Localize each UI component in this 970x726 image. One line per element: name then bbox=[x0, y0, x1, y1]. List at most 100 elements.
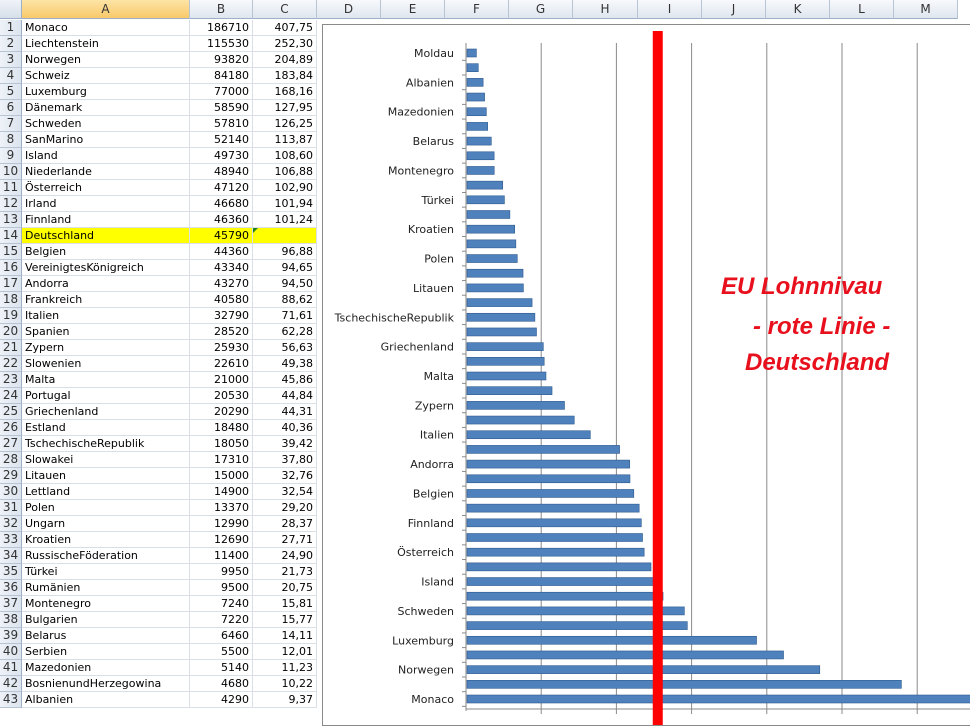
cell-country[interactable]: Liechtenstein bbox=[22, 36, 190, 52]
row-header[interactable]: 31 bbox=[0, 500, 22, 516]
row-header[interactable]: 9 bbox=[0, 148, 22, 164]
cell-value[interactable]: 12690 bbox=[190, 532, 253, 548]
cell-value[interactable]: 18480 bbox=[190, 420, 253, 436]
row-header[interactable]: 13 bbox=[0, 212, 22, 228]
cell-percent[interactable]: 126,25 bbox=[253, 116, 317, 132]
cell-value[interactable]: 48940 bbox=[190, 164, 253, 180]
row-header[interactable]: 32 bbox=[0, 516, 22, 532]
cell-country[interactable]: Belarus bbox=[22, 628, 190, 644]
cell-country[interactable]: Island bbox=[22, 148, 190, 164]
cell-country[interactable]: Slowakei bbox=[22, 452, 190, 468]
cell-percent[interactable]: 106,88 bbox=[253, 164, 317, 180]
row-header[interactable]: 2 bbox=[0, 36, 22, 52]
cell-country[interactable]: Türkei bbox=[22, 564, 190, 580]
cell-value[interactable]: 47120 bbox=[190, 180, 253, 196]
column-header-C[interactable]: C bbox=[253, 0, 317, 19]
cell-percent[interactable]: 94,65 bbox=[253, 260, 317, 276]
cell-country[interactable]: Spanien bbox=[22, 324, 190, 340]
cell-percent[interactable]: 32,54 bbox=[253, 484, 317, 500]
cell-value[interactable]: 18050 bbox=[190, 436, 253, 452]
cell-value[interactable]: 7220 bbox=[190, 612, 253, 628]
cell-country[interactable]: Griechenland bbox=[22, 404, 190, 420]
cell-percent[interactable]: 183,84 bbox=[253, 68, 317, 84]
cell-country[interactable]: BosnienundHerzegowina bbox=[22, 676, 190, 692]
cell-country[interactable]: TschechischeRepublik bbox=[22, 436, 190, 452]
row-header[interactable]: 39 bbox=[0, 628, 22, 644]
cell-percent[interactable]: 27,71 bbox=[253, 532, 317, 548]
row-header[interactable]: 21 bbox=[0, 340, 22, 356]
cell-value[interactable]: 115530 bbox=[190, 36, 253, 52]
cell-value[interactable]: 13370 bbox=[190, 500, 253, 516]
cell-country[interactable]: Serbien bbox=[22, 644, 190, 660]
column-header-G[interactable]: G bbox=[509, 0, 573, 19]
cell-value[interactable]: 14900 bbox=[190, 484, 253, 500]
cell-country[interactable]: Andorra bbox=[22, 276, 190, 292]
cell-percent[interactable]: 14,11 bbox=[253, 628, 317, 644]
cell-value[interactable]: 12990 bbox=[190, 516, 253, 532]
cell-percent[interactable]: 29,20 bbox=[253, 500, 317, 516]
cell-value[interactable]: 17310 bbox=[190, 452, 253, 468]
row-header[interactable]: 38 bbox=[0, 612, 22, 628]
cell-value[interactable]: 21000 bbox=[190, 372, 253, 388]
cell-percent[interactable] bbox=[253, 228, 317, 244]
cell-percent[interactable]: 15,77 bbox=[253, 612, 317, 628]
cell-value[interactable]: 7240 bbox=[190, 596, 253, 612]
column-header-H[interactable]: H bbox=[573, 0, 638, 19]
cell-country[interactable]: Montenegro bbox=[22, 596, 190, 612]
column-header-B[interactable]: B bbox=[190, 0, 253, 19]
cell-value[interactable]: 45790 bbox=[190, 228, 253, 244]
cell-country[interactable]: VereinigtesKönigreich bbox=[22, 260, 190, 276]
cell-percent[interactable]: 28,37 bbox=[253, 516, 317, 532]
cell-value[interactable]: 77000 bbox=[190, 84, 253, 100]
cell-value[interactable]: 57810 bbox=[190, 116, 253, 132]
cell-country[interactable]: Kroatien bbox=[22, 532, 190, 548]
cell-value[interactable]: 52140 bbox=[190, 132, 253, 148]
cell-country[interactable]: Irland bbox=[22, 196, 190, 212]
cell-percent[interactable]: 127,95 bbox=[253, 100, 317, 116]
cell-country[interactable]: Lettland bbox=[22, 484, 190, 500]
cell-percent[interactable]: 21,73 bbox=[253, 564, 317, 580]
cell-percent[interactable]: 113,87 bbox=[253, 132, 317, 148]
select-all-corner[interactable] bbox=[0, 0, 22, 19]
cell-country[interactable]: Belgien bbox=[22, 244, 190, 260]
row-header[interactable]: 8 bbox=[0, 132, 22, 148]
cell-country[interactable]: Bulgarien bbox=[22, 612, 190, 628]
cell-value[interactable]: 20530 bbox=[190, 388, 253, 404]
cell-country[interactable]: Slowenien bbox=[22, 356, 190, 372]
cell-value[interactable]: 15000 bbox=[190, 468, 253, 484]
column-header-I[interactable]: I bbox=[638, 0, 702, 19]
row-header[interactable]: 24 bbox=[0, 388, 22, 404]
cell-value[interactable]: 9950 bbox=[190, 564, 253, 580]
column-header-A[interactable]: A bbox=[22, 0, 190, 19]
row-header[interactable]: 23 bbox=[0, 372, 22, 388]
cell-value[interactable]: 6460 bbox=[190, 628, 253, 644]
cell-value[interactable]: 43340 bbox=[190, 260, 253, 276]
cell-percent[interactable]: 37,80 bbox=[253, 452, 317, 468]
cell-country[interactable]: Estland bbox=[22, 420, 190, 436]
cell-country[interactable]: Monaco bbox=[22, 20, 190, 36]
cell-value[interactable]: 25930 bbox=[190, 340, 253, 356]
cell-percent[interactable]: 108,60 bbox=[253, 148, 317, 164]
row-header[interactable]: 10 bbox=[0, 164, 22, 180]
cell-country[interactable]: Niederlande bbox=[22, 164, 190, 180]
cell-value[interactable]: 4680 bbox=[190, 676, 253, 692]
cell-value[interactable]: 46360 bbox=[190, 212, 253, 228]
cell-country[interactable]: Mazedonien bbox=[22, 660, 190, 676]
cell-country[interactable]: Dänemark bbox=[22, 100, 190, 116]
cell-percent[interactable]: 15,81 bbox=[253, 596, 317, 612]
row-header[interactable]: 41 bbox=[0, 660, 22, 676]
row-header[interactable]: 28 bbox=[0, 452, 22, 468]
cell-value[interactable]: 22610 bbox=[190, 356, 253, 372]
cell-percent[interactable]: 56,63 bbox=[253, 340, 317, 356]
cell-country[interactable]: Zypern bbox=[22, 340, 190, 356]
row-header[interactable]: 20 bbox=[0, 324, 22, 340]
column-header-E[interactable]: E bbox=[381, 0, 445, 19]
cell-value[interactable]: 9500 bbox=[190, 580, 253, 596]
cell-percent[interactable]: 40,36 bbox=[253, 420, 317, 436]
cell-percent[interactable]: 10,22 bbox=[253, 676, 317, 692]
cell-percent[interactable]: 62,28 bbox=[253, 324, 317, 340]
cell-percent[interactable]: 45,86 bbox=[253, 372, 317, 388]
row-header[interactable]: 34 bbox=[0, 548, 22, 564]
cell-percent[interactable]: 9,37 bbox=[253, 692, 317, 708]
cell-country[interactable]: Polen bbox=[22, 500, 190, 516]
